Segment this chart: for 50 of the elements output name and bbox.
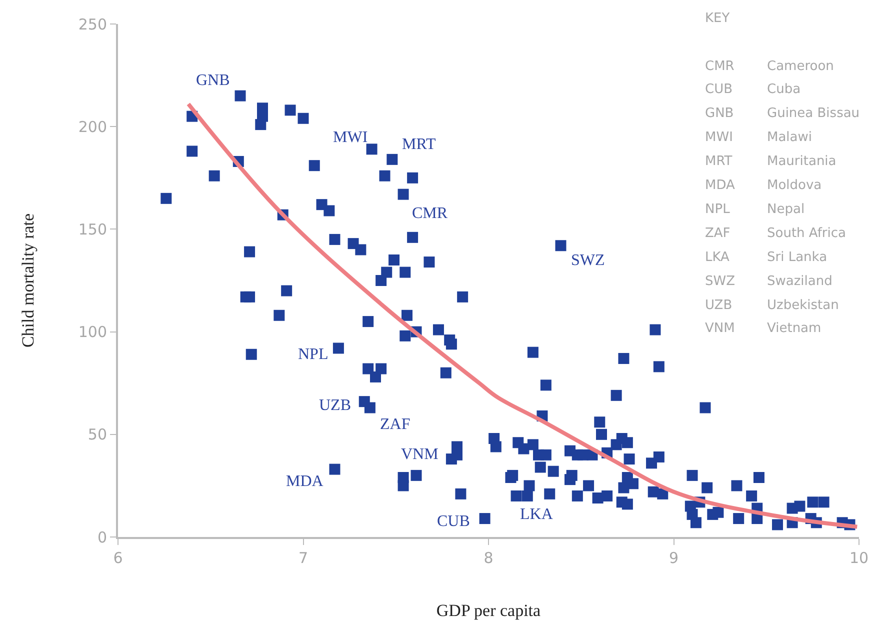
- annotation: CMR: [705, 59, 734, 74]
- annotation: CMR: [412, 205, 448, 222]
- annotation: Nepal: [767, 202, 805, 217]
- annotation: SWZ: [571, 252, 605, 269]
- x-tick-label: 10: [849, 549, 869, 567]
- annotation: VNM: [705, 321, 735, 336]
- x-tick-label: 8: [484, 549, 494, 567]
- y-tick-label: 0: [97, 528, 107, 546]
- annotation: Guinea Bissau: [767, 106, 860, 121]
- annotation: Cameroon: [767, 59, 834, 74]
- annotation: Mauritania: [767, 154, 836, 169]
- annotation: ZAF: [380, 416, 410, 433]
- annotation: Swaziland: [767, 274, 832, 289]
- x-tick-label: 6: [113, 549, 123, 567]
- annotation: CUB: [705, 82, 733, 97]
- x-axis-title: GDP per capita: [436, 600, 542, 620]
- annotation: GNB: [705, 106, 734, 121]
- annotation: LKA: [705, 250, 730, 265]
- annotation: UZB: [705, 298, 732, 313]
- annotation: UZB: [319, 397, 351, 414]
- annotation: NPL: [705, 202, 731, 217]
- annotation: NPL: [298, 346, 328, 363]
- annotation: MDA: [705, 178, 735, 193]
- x-tick-label: 7: [298, 549, 308, 567]
- annotation: MRT: [705, 154, 732, 169]
- annotation: LKA: [520, 506, 554, 523]
- annotation: KEY: [705, 11, 730, 26]
- y-tick-label: 150: [78, 220, 107, 238]
- annotation: Vietnam: [767, 321, 822, 336]
- annotation: ZAF: [705, 226, 730, 241]
- x-tick-label: 9: [668, 549, 679, 567]
- y-tick-label: 200: [78, 118, 107, 136]
- y-tick-label: 50: [88, 426, 107, 444]
- annotation: MWI: [333, 129, 368, 146]
- annotation: Cuba: [767, 82, 801, 97]
- annotation: VNM: [401, 446, 438, 463]
- annotation: SWZ: [705, 274, 736, 289]
- y-tick-label: 100: [78, 323, 107, 342]
- annotation: South Africa: [767, 226, 846, 241]
- y-axis-title: Child mortality rate: [18, 213, 38, 348]
- y-tick-label: 250: [78, 15, 107, 34]
- annotation: CUB: [437, 513, 470, 530]
- annotation: MWI: [705, 130, 733, 145]
- annotation: Uzbekistan: [767, 298, 839, 313]
- annotation: Sri Lanka: [767, 250, 828, 265]
- annotation: Moldova: [767, 178, 822, 193]
- annotation: Malawi: [767, 130, 812, 145]
- annotation: GNB: [196, 72, 230, 89]
- annotation: MDA: [286, 473, 324, 490]
- annotation: MRT: [402, 136, 436, 153]
